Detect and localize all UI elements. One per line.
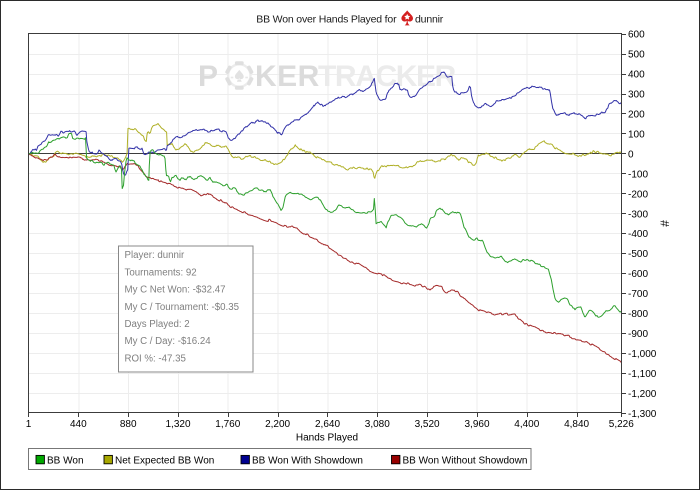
- svg-text:-600: -600: [628, 269, 648, 280]
- svg-text:-400: -400: [628, 229, 648, 240]
- svg-text:880: 880: [120, 419, 137, 430]
- svg-text:-1,000: -1,000: [628, 349, 657, 360]
- svg-text:500: 500: [628, 50, 645, 61]
- svg-text:1: 1: [26, 419, 32, 430]
- svg-text:5,226: 5,226: [609, 419, 634, 430]
- svg-text:200: 200: [628, 110, 645, 121]
- svg-text:440: 440: [70, 419, 87, 430]
- svg-text:0: 0: [628, 149, 634, 160]
- svg-text:My C / Tournament: -$0.35: My C / Tournament: -$0.35: [125, 302, 240, 313]
- svg-text:4,400: 4,400: [514, 419, 539, 430]
- svg-text:600: 600: [628, 30, 645, 41]
- svg-text:3,960: 3,960: [464, 419, 489, 430]
- svg-text:2,640: 2,640: [315, 419, 340, 430]
- svg-text:Days Played: 2: Days Played: 2: [125, 319, 190, 330]
- svg-text:-500: -500: [628, 249, 648, 260]
- svg-text:-300: -300: [628, 209, 648, 220]
- svg-text:#: #: [658, 220, 672, 227]
- svg-text:-1,300: -1,300: [628, 409, 657, 420]
- svg-text:TRACKER: TRACKER: [318, 60, 457, 93]
- svg-text:-800: -800: [628, 309, 648, 320]
- svg-text:My C Net Won: -$32.47: My C Net Won: -$32.47: [125, 285, 226, 296]
- svg-text:-200: -200: [628, 189, 648, 200]
- svg-text:-100: -100: [628, 169, 648, 180]
- svg-text:Net Expected BB Won: Net Expected BB Won: [115, 456, 214, 467]
- svg-text:P: P: [198, 60, 219, 93]
- svg-text:dunnir: dunnir: [415, 14, 444, 26]
- svg-text:-700: -700: [628, 289, 648, 300]
- svg-text:KER: KER: [255, 60, 320, 93]
- svg-text:1,760: 1,760: [215, 419, 240, 430]
- svg-text:4,840: 4,840: [564, 419, 589, 430]
- svg-text:BB Won Without Showdown: BB Won Without Showdown: [403, 456, 528, 467]
- svg-text:BB Won over Hands Played for: BB Won over Hands Played for: [256, 14, 397, 26]
- svg-text:-900: -900: [628, 329, 648, 340]
- svg-text:2,200: 2,200: [265, 419, 290, 430]
- svg-text:3,080: 3,080: [365, 419, 390, 430]
- svg-text:My C / Day: -$16.24: My C / Day: -$16.24: [125, 336, 212, 347]
- svg-text:BB Won: BB Won: [47, 456, 84, 467]
- svg-text:Player: dunnir: Player: dunnir: [125, 250, 186, 261]
- svg-text:300: 300: [628, 90, 645, 101]
- svg-text:-1,100: -1,100: [628, 369, 657, 380]
- svg-text:400: 400: [628, 70, 645, 81]
- svg-text:ROI %: -47.35: ROI %: -47.35: [125, 353, 186, 364]
- svg-text:BB Won With Showdown: BB Won With Showdown: [252, 456, 363, 467]
- svg-text:1,320: 1,320: [165, 419, 190, 430]
- svg-text:-1,200: -1,200: [628, 389, 657, 400]
- svg-text:3,520: 3,520: [415, 419, 440, 430]
- svg-text:Hands Played: Hands Played: [296, 433, 358, 444]
- svg-text:100: 100: [628, 129, 645, 140]
- svg-text:Tournaments: 92: Tournaments: 92: [125, 267, 197, 278]
